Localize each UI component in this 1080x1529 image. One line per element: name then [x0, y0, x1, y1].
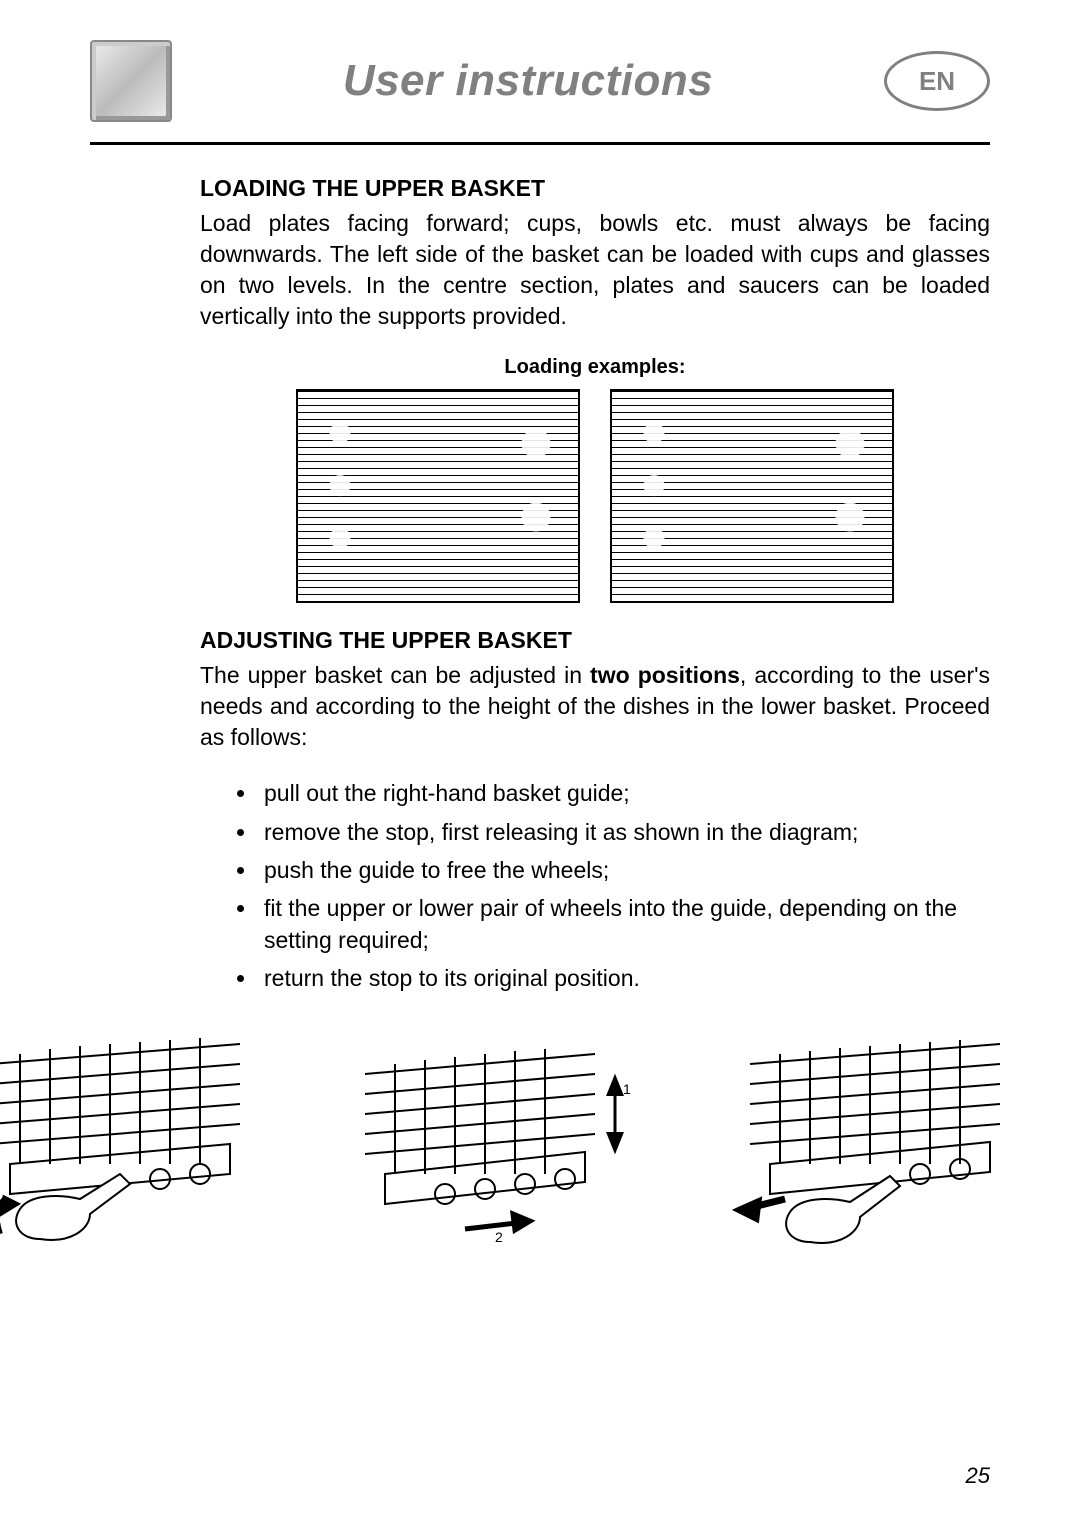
loading-example-figure-2 [610, 389, 894, 603]
step-item: push the guide to free the wheels; [258, 854, 990, 886]
page-number: 25 [966, 1463, 990, 1489]
loading-examples-caption: Loading examples: [200, 356, 990, 379]
loading-examples-figures [200, 389, 990, 603]
section2-para-bold: two positions [590, 662, 740, 688]
section1-paragraph: Load plates facing forward; cups, bowls … [200, 208, 990, 332]
logo-icon [90, 40, 172, 122]
step-item: pull out the right-hand basket guide; [258, 777, 990, 809]
svg-text:1: 1 [623, 1081, 631, 1097]
section2-para-pre: The upper basket can be adjusted in [200, 662, 590, 688]
step-item: return the stop to its original position… [258, 962, 990, 994]
body-column: LOADING THE UPPER BASKET Load plates fac… [200, 175, 990, 994]
language-badge: EN [884, 51, 990, 111]
step-item: remove the stop, first releasing it as s… [258, 816, 990, 848]
adjust-figure-2: 1 2 [355, 1024, 635, 1244]
adjust-figure-1 [0, 1024, 260, 1244]
page: User instructions EN LOADING THE UPPER B… [0, 0, 1080, 1529]
header-rule [90, 142, 990, 145]
header: User instructions EN [90, 40, 990, 142]
section2-paragraph: The upper basket can be adjusted in two … [200, 660, 990, 753]
svg-text:2: 2 [495, 1229, 503, 1244]
section1-heading: LOADING THE UPPER BASKET [200, 175, 990, 202]
adjust-figures-row: 1 2 [0, 1024, 1010, 1244]
section2-heading: ADJUSTING THE UPPER BASKET [200, 627, 990, 654]
adjust-figure-3 [730, 1024, 1010, 1244]
page-title: User instructions [172, 56, 884, 106]
loading-example-figure-1 [296, 389, 580, 603]
adjust-steps-list: pull out the right-hand basket guide; re… [200, 777, 990, 994]
step-item: fit the upper or lower pair of wheels in… [258, 892, 990, 956]
